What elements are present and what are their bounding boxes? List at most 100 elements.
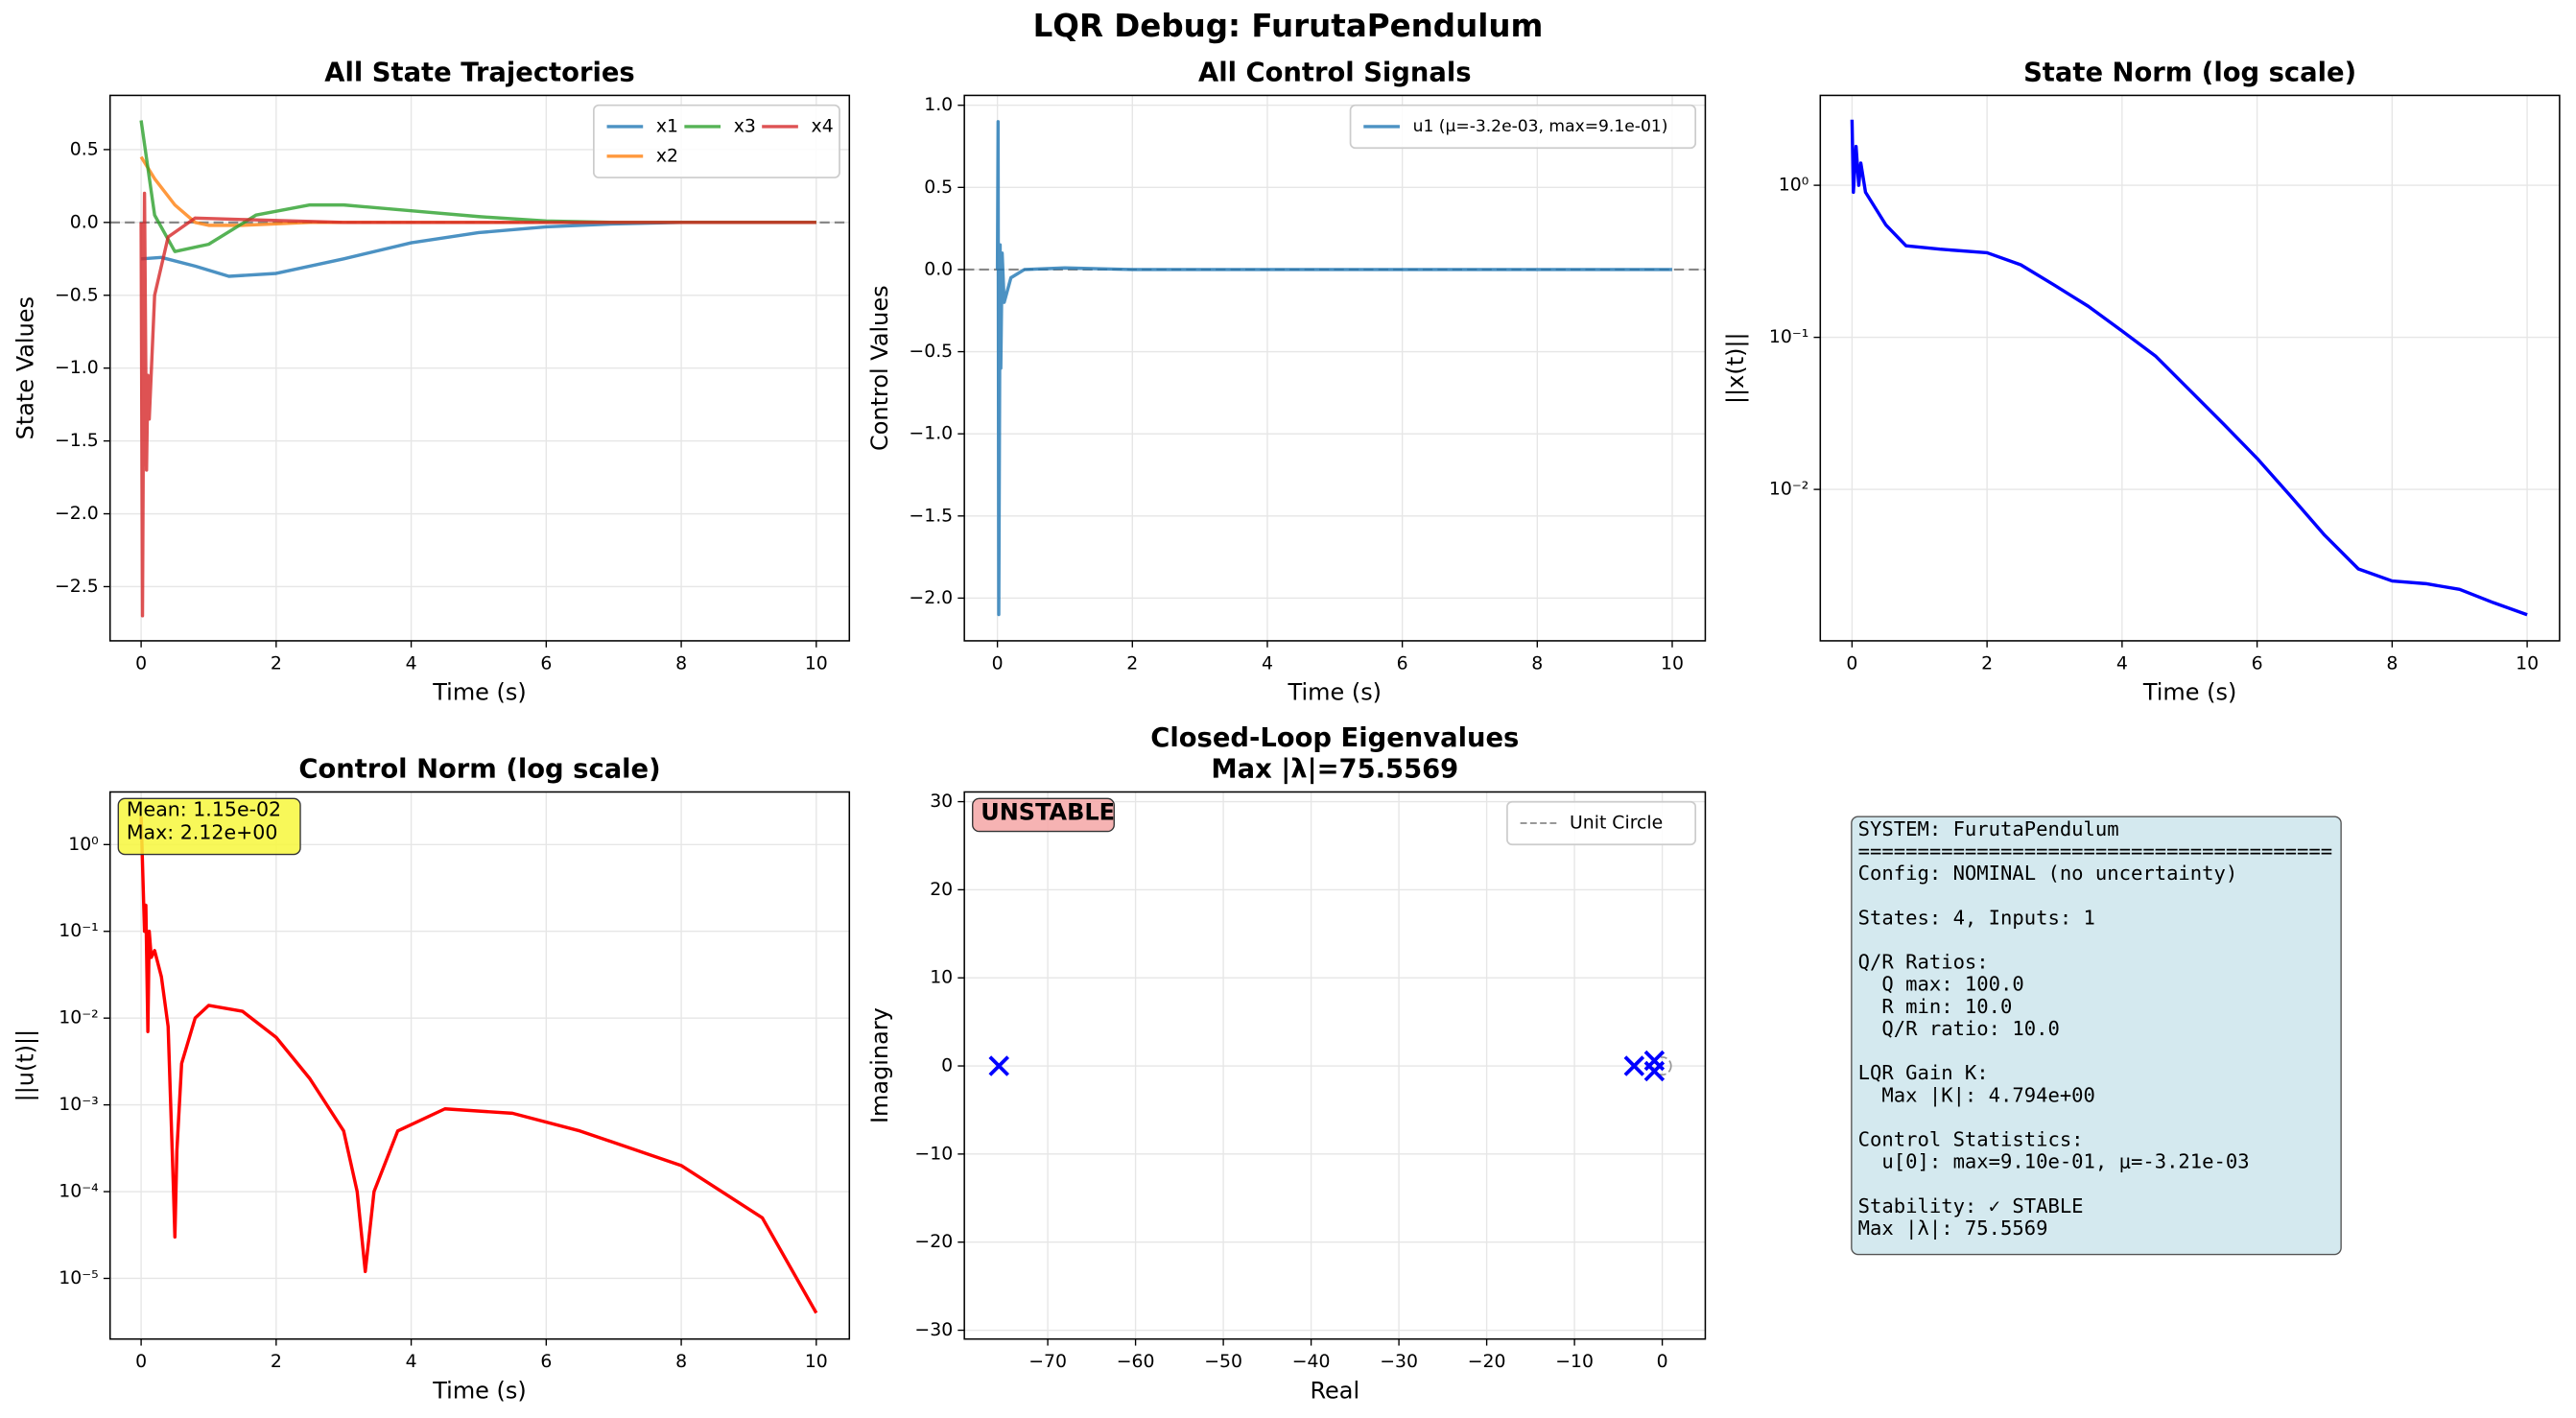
y-axis-label: ||x(t)|| <box>1722 332 1749 404</box>
x-axis-label: Time (s) <box>1288 679 1382 706</box>
plot-frame <box>963 94 1707 642</box>
series-line <box>1850 119 2528 617</box>
y-tick-label: −2.5 <box>55 577 99 597</box>
y-tick-label: −2.0 <box>55 504 99 524</box>
info-line: Q/R Ratios: <box>1858 951 1989 974</box>
y-tick-label: 10⁻² <box>59 1008 98 1028</box>
y-tick-label: −20 <box>914 1232 953 1252</box>
y-tick-label: 1.0 <box>924 95 953 115</box>
info-line: u[0]: max=9.10e-01, μ=-3.21e-03 <box>1858 1150 2250 1173</box>
unit-circle <box>1652 1056 1672 1076</box>
y-tick-label: 0.5 <box>924 177 953 198</box>
annotation-text: Max: 2.12e+00 <box>127 820 278 843</box>
y-tick-label: −30 <box>914 1320 953 1340</box>
y-tick-label: −0.5 <box>909 342 953 362</box>
y-tick-label: 10 <box>930 968 953 988</box>
x-tick-label: 2 <box>271 653 282 674</box>
x-tick-label: 4 <box>406 653 417 674</box>
plot-frame <box>108 94 851 642</box>
series-line <box>995 120 1672 617</box>
subplot-subtitle: Max |λ|=75.5569 <box>1211 755 1458 785</box>
y-axis-label: ||u(t)|| <box>12 1029 38 1102</box>
legend-label: Unit Circle <box>1570 814 1663 834</box>
x-tick-label: 0 <box>992 653 1004 674</box>
y-tick-label: 10⁻¹ <box>59 921 98 941</box>
x-tick-label: 8 <box>675 1352 687 1372</box>
subplot-title: Closed-Loop Eigenvalues <box>1150 723 1519 753</box>
figure-title: LQR Debug: FurutaPendulum <box>1033 8 1544 44</box>
x-tick-label: 0 <box>135 653 147 674</box>
legend-label: x4 <box>812 116 834 136</box>
subplot-title: Control Norm (log scale) <box>298 755 660 785</box>
x-tick-label: 0 <box>135 1352 147 1372</box>
subplot: 0 2 4 6 8 10 −2.0 −1.5 −1.0 −0.5 0.0 0.5 1.0 All Cont… <box>866 59 1707 706</box>
x-tick-label: −60 <box>1117 1352 1155 1372</box>
plot-frame <box>108 791 851 1340</box>
info-line: Stability: ✓ STABLE <box>1858 1194 2084 1217</box>
info-line: Control Statistics: <box>1858 1127 2084 1150</box>
annotation-box <box>117 797 301 856</box>
x-tick-label: −40 <box>1292 1352 1331 1372</box>
y-axis-label: State Values <box>12 296 38 439</box>
y-tick-label: 10⁻² <box>1769 480 1808 500</box>
info-line: SYSTEM: FurutaPendulum <box>1858 817 2119 840</box>
legend-label: u1 (μ=-3.2e-03, max=9.1e-01) <box>1413 117 1668 136</box>
x-tick-label: −50 <box>1204 1352 1242 1372</box>
subplot: 0 2 4 6 8 10 10⁻² 10⁻¹ 10⁰ State Norm (log scale)… <box>1722 59 2561 706</box>
y-tick-label: 0.0 <box>924 259 953 279</box>
legend-box <box>1349 104 1697 150</box>
y-tick-label: 0.0 <box>70 212 99 232</box>
info-line: Max |λ|: 75.5569 <box>1858 1217 2048 1241</box>
x-tick-label: 8 <box>2386 653 2398 674</box>
x-tick-label: 8 <box>675 653 687 674</box>
y-tick-label: −1.5 <box>55 431 99 451</box>
x-tick-label: −30 <box>1380 1352 1418 1372</box>
y-tick-label: 10⁰ <box>1779 176 1809 196</box>
info-line: States: 4, Inputs: 1 <box>1858 906 2095 929</box>
y-axis-label: Control Values <box>866 285 893 451</box>
subplot-title: All State Trajectories <box>324 59 634 88</box>
subplot: 0 2 4 6 8 10 10⁻⁵ 10⁻⁴ 10⁻³ 10⁻² 10⁻¹ 10⁰ Control No… <box>12 755 851 1404</box>
annotation-text: UNSTABLE <box>981 799 1115 826</box>
y-axis-label: Imaginary <box>866 1007 893 1123</box>
info-box <box>1851 815 2342 1256</box>
y-tick-label: 30 <box>930 792 953 812</box>
x-axis-label: Time (s) <box>2142 679 2236 706</box>
plot-frame <box>1819 94 2561 642</box>
y-tick-label: −0.5 <box>55 285 99 305</box>
x-axis-label: Time (s) <box>432 679 526 706</box>
y-tick-label: 20 <box>930 880 953 900</box>
y-tick-label: 10⁻³ <box>59 1095 98 1115</box>
y-tick-label: −10 <box>914 1144 953 1164</box>
x-tick-label: 10 <box>2516 653 2539 674</box>
info-line: Config: NOMINAL (no uncertainty) <box>1858 862 2238 885</box>
x-tick-label: −70 <box>1028 1352 1067 1372</box>
x-axis-label: Time (s) <box>432 1377 526 1404</box>
y-tick-label: 0 <box>941 1056 953 1076</box>
annotation-text: Mean: 1.15e-02 <box>127 797 281 820</box>
y-tick-label: 10⁻¹ <box>1769 327 1808 347</box>
x-tick-label: 6 <box>540 653 552 674</box>
y-tick-label: 0.5 <box>70 139 99 159</box>
x-tick-label: 2 <box>271 1352 282 1372</box>
annotation-box <box>972 797 1115 833</box>
eigenvalue-marker <box>1643 1060 1666 1082</box>
y-tick-label: −2.0 <box>909 588 953 608</box>
y-tick-label: −1.5 <box>909 506 953 526</box>
series-line <box>139 191 816 618</box>
subplot: −70 −60 −50 −40 −30 −20 −10 0 −30 −20 −10 0 10 20 30 Cl… <box>866 723 1707 1404</box>
subplot-title: All Control Signals <box>1198 59 1472 88</box>
info-line: Max |K|: 4.794e+00 <box>1858 1083 2095 1107</box>
x-tick-label: 6 <box>540 1352 552 1372</box>
x-tick-label: 4 <box>406 1352 417 1372</box>
y-tick-label: −1.0 <box>909 424 953 444</box>
x-tick-label: 6 <box>2252 653 2263 674</box>
y-tick-label: −1.0 <box>55 358 99 378</box>
y-tick-label: 10⁻⁴ <box>59 1182 98 1202</box>
legend-box <box>592 104 840 178</box>
x-tick-label: 6 <box>1397 653 1408 674</box>
x-tick-label: 4 <box>1262 653 1273 674</box>
legend-box <box>1506 800 1697 846</box>
